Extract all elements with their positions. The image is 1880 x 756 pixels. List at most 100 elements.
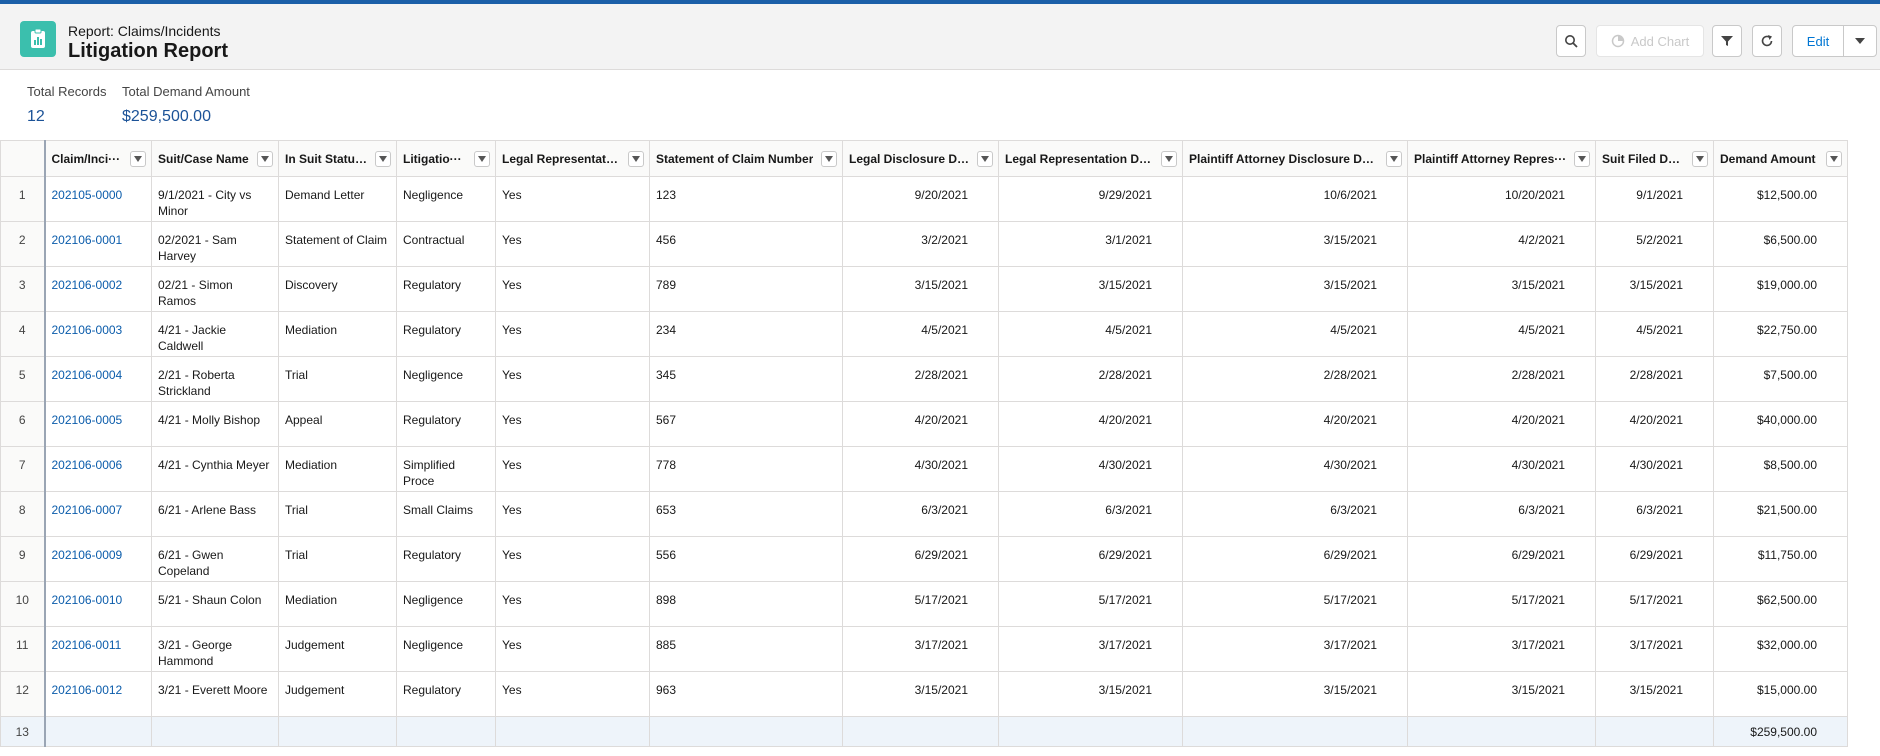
- column-menu-chevron-down-icon[interactable]: [1826, 151, 1842, 167]
- table-cell: 456: [649, 221, 843, 267]
- table-cell: Negligence: [396, 176, 496, 222]
- column-header[interactable]: Legal Disclosure Date: [842, 140, 999, 177]
- column-header-label: Plaintiff Attorney Disclosure Date: [1189, 151, 1379, 166]
- table-cell: 6/29/2021: [998, 536, 1183, 582]
- table-cell: 6/21 - Arlene Bass: [151, 491, 279, 537]
- table-cell: $19,000.00: [1713, 266, 1848, 312]
- table-cell: Statement of Claim: [278, 221, 397, 267]
- table-cell: 6/3/2021: [842, 491, 999, 537]
- column-header-label: Legal Disclosure Date: [849, 151, 970, 166]
- claim-link[interactable]: 202106-0004: [43, 356, 152, 402]
- table-cell: Yes: [495, 536, 650, 582]
- table-cell: Yes: [495, 311, 650, 357]
- table-cell: 3/15/2021: [1407, 671, 1596, 717]
- claim-link[interactable]: 202106-0009: [43, 536, 152, 582]
- empty-total-cell: [151, 716, 279, 747]
- column-header-label: Statement of Claim Number: [656, 151, 814, 166]
- column-header[interactable]: Suit/Case Name: [151, 140, 279, 177]
- column-header-label: Claim/Inci···: [51, 151, 121, 166]
- row-number: 6: [0, 401, 45, 447]
- table-row: 7 202106-0006 4/21 - Cynthia Meyer Mediatio…: [0, 446, 1848, 492]
- column-header[interactable]: In Suit Status?: [278, 140, 397, 177]
- table-cell: 4/5/2021: [1595, 311, 1714, 357]
- table-cell: Regulatory: [396, 266, 496, 312]
- table-cell: 6/29/2021: [1182, 536, 1408, 582]
- row-number-header: [0, 140, 45, 177]
- column-menu-chevron-down-icon[interactable]: [130, 151, 146, 167]
- table-cell: 9/1/2021: [1595, 176, 1714, 222]
- table-cell: Discovery: [278, 266, 397, 312]
- table-cell: 4/5/2021: [842, 311, 999, 357]
- table-cell: 345: [649, 356, 843, 402]
- claim-link[interactable]: 202105-0000: [43, 176, 152, 222]
- row-number: 1: [0, 176, 45, 222]
- table-cell: $6,500.00: [1713, 221, 1848, 267]
- refresh-button[interactable]: [1752, 25, 1782, 57]
- column-header[interactable]: Suit Filed Date: [1595, 140, 1714, 177]
- table-cell: 4/21 - Molly Bishop: [151, 401, 279, 447]
- empty-total-cell: [649, 716, 843, 747]
- claim-link[interactable]: 202106-0011: [43, 626, 152, 672]
- table-cell: 4/20/2021: [842, 401, 999, 447]
- page-title: Litigation Report: [68, 40, 228, 62]
- column-menu-chevron-down-icon[interactable]: [1692, 151, 1708, 167]
- table-cell: $62,500.00: [1713, 581, 1848, 627]
- column-menu-chevron-down-icon[interactable]: [474, 151, 490, 167]
- edit-menu-button[interactable]: [1843, 25, 1877, 57]
- table-cell: 234: [649, 311, 843, 357]
- claim-link[interactable]: 202106-0010: [43, 581, 152, 627]
- search-button[interactable]: [1556, 25, 1586, 57]
- claim-link[interactable]: 202106-0007: [43, 491, 152, 537]
- table-cell: 6/3/2021: [1182, 491, 1408, 537]
- claim-link[interactable]: 202106-0002: [43, 266, 152, 312]
- column-header[interactable]: Plaintiff Attorney Disclosure Date: [1182, 140, 1408, 177]
- claim-link[interactable]: 202106-0005: [43, 401, 152, 447]
- table-cell: Regulatory: [396, 536, 496, 582]
- table-cell: 6/21 - Gwen Copeland: [151, 536, 279, 582]
- table-cell: 4/5/2021: [1182, 311, 1408, 357]
- column-menu-chevron-down-icon[interactable]: [375, 151, 391, 167]
- claim-link[interactable]: 202106-0012: [43, 671, 152, 717]
- table-cell: 3/17/2021: [1407, 626, 1596, 672]
- total-records-label: Total Records: [27, 84, 107, 99]
- column-header[interactable]: Plaintiff Attorney Repres···: [1407, 140, 1596, 177]
- table-cell: 6/29/2021: [1407, 536, 1596, 582]
- column-menu-chevron-down-icon[interactable]: [821, 151, 837, 167]
- claim-link[interactable]: 202106-0001: [43, 221, 152, 267]
- column-header[interactable]: Demand Amount: [1713, 140, 1848, 177]
- column-header[interactable]: Statement of Claim Number: [649, 140, 843, 177]
- table-cell: 4/2/2021: [1407, 221, 1596, 267]
- row-number: 8: [0, 491, 45, 537]
- table-row: 3 202106-0002 02/21 - Simon Ramos Discovery…: [0, 266, 1848, 312]
- claim-link[interactable]: 202106-0003: [43, 311, 152, 357]
- column-menu-chevron-down-icon[interactable]: [628, 151, 644, 167]
- table-cell: 6/3/2021: [1407, 491, 1596, 537]
- column-menu-chevron-down-icon[interactable]: [977, 151, 993, 167]
- column-header[interactable]: Legal Representation Date: [998, 140, 1183, 177]
- claim-link[interactable]: 202106-0006: [43, 446, 152, 492]
- column-menu-chevron-down-icon[interactable]: [1386, 151, 1402, 167]
- column-header-label: Demand Amount: [1720, 151, 1816, 166]
- table-cell: 4/30/2021: [1595, 446, 1714, 492]
- table-cell: Simplified Proce: [396, 446, 496, 492]
- table-row: 6 202106-0005 4/21 - Molly Bishop Appeal Reg…: [0, 401, 1848, 447]
- table-row: 12 202106-0012 3/21 - Everett Moore Judgeme…: [0, 671, 1848, 717]
- empty-total-cell: [1182, 716, 1408, 747]
- add-chart-button[interactable]: Add Chart: [1596, 25, 1704, 57]
- demand-amount-total: $259,500.00: [1713, 716, 1848, 747]
- column-header[interactable]: Litigatio···: [396, 140, 496, 177]
- filter-button[interactable]: [1712, 25, 1742, 57]
- empty-total-cell: [278, 716, 397, 747]
- column-header[interactable]: Claim/Inci···: [43, 140, 152, 177]
- column-menu-chevron-down-icon[interactable]: [1574, 151, 1590, 167]
- total-records-value: 12: [27, 108, 45, 125]
- table-cell: 10/6/2021: [1182, 176, 1408, 222]
- column-menu-chevron-down-icon[interactable]: [1161, 151, 1177, 167]
- table-cell: 123: [649, 176, 843, 222]
- table-row: 2 202106-0001 02/2021 - Sam Harvey Statemen…: [0, 221, 1848, 267]
- edit-button[interactable]: Edit: [1792, 25, 1844, 57]
- column-menu-chevron-down-icon[interactable]: [257, 151, 273, 167]
- table-cell: 3/15/2021: [1182, 266, 1408, 312]
- column-header[interactable]: Legal Representation: [495, 140, 650, 177]
- table-cell: $15,000.00: [1713, 671, 1848, 717]
